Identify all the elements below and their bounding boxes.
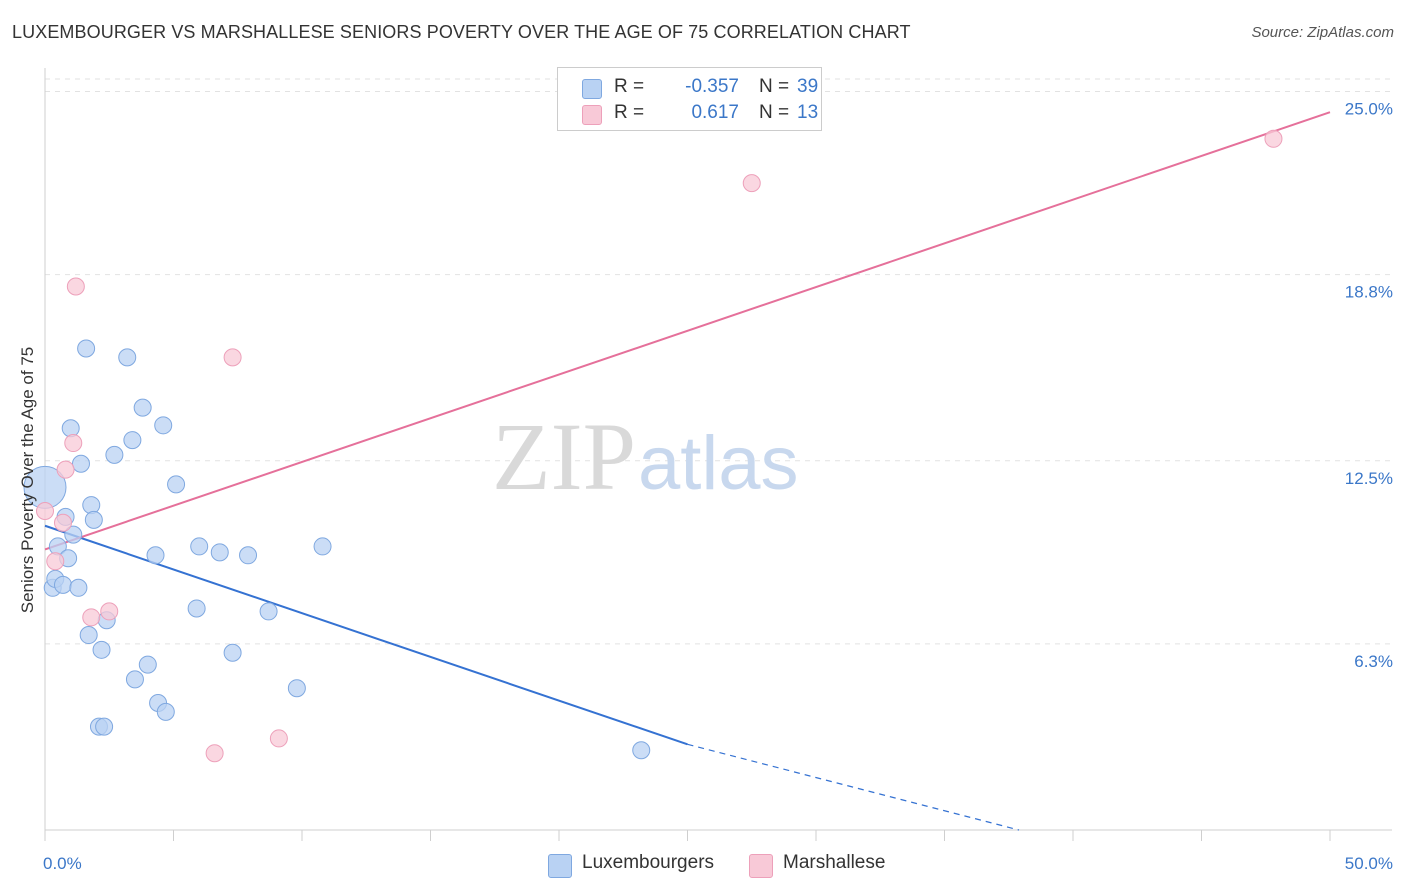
luxembourgers-point xyxy=(82,496,101,515)
r-value: -0.357 xyxy=(685,76,739,97)
marshallese-point xyxy=(56,460,75,479)
watermark-atlas: atlas xyxy=(638,421,799,506)
marshallese-point xyxy=(100,602,119,621)
legend-label: Luxembourgers xyxy=(582,852,715,873)
chart-title: LUXEMBOURGER VS MARSHALLESE SENIORS POVE… xyxy=(12,22,911,42)
r-value: 0.617 xyxy=(691,102,739,123)
luxembourgers-trend-line xyxy=(44,524,688,746)
luxembourgers-point xyxy=(156,702,175,721)
luxembourgers-point xyxy=(313,537,332,556)
luxembourgers-point xyxy=(146,546,165,565)
data-points xyxy=(23,129,1283,763)
marshallese-point xyxy=(205,744,224,763)
luxembourgers-point xyxy=(123,431,142,450)
legend-label: Marshallese xyxy=(783,852,886,873)
source-credit: Source: ZipAtlas.com xyxy=(1251,24,1394,41)
marshallese-point xyxy=(742,174,761,193)
y-tick-label: 12.5% xyxy=(1345,469,1393,488)
luxembourgers-point xyxy=(77,339,96,358)
luxembourgers-point xyxy=(223,643,242,662)
marshallese-point xyxy=(82,608,101,627)
luxembourgers-point xyxy=(167,475,186,494)
n-value: 13 xyxy=(797,102,819,123)
stats-legend: R = -0.357 N = 39 R = 0.617 N = 13 xyxy=(557,67,822,131)
luxembourgers-point xyxy=(138,655,157,674)
luxembourgers-point xyxy=(95,717,114,736)
r-label: R = xyxy=(614,76,645,97)
luxembourgers-point xyxy=(105,445,124,464)
y-tick-label: 6.3% xyxy=(1354,652,1393,671)
luxembourgers-point xyxy=(71,454,90,473)
zipatlas-watermark: ZIP atlas xyxy=(492,403,799,510)
n-label: N = xyxy=(759,102,790,123)
x-tick-label: 0.0% xyxy=(43,854,82,873)
luxembourgers-point xyxy=(92,640,111,659)
luxembourgers-trend-extension xyxy=(687,743,1020,831)
marshallese-point xyxy=(269,729,288,748)
marshallese-point xyxy=(223,348,242,367)
y-axis-label-wrap: Seniors Poverty Over the Age of 75 xyxy=(12,160,44,800)
luxembourgers-point xyxy=(190,537,209,556)
marshallese-point xyxy=(46,552,65,571)
luxembourgers-point xyxy=(154,416,173,435)
y-tick-label: 18.8% xyxy=(1345,283,1393,302)
x-tick-label: 50.0% xyxy=(1345,854,1393,873)
n-label: N = xyxy=(759,76,790,97)
marshallese-point xyxy=(66,277,85,296)
luxembourgers-point xyxy=(69,578,88,597)
luxembourgers-swatch xyxy=(548,854,572,878)
luxembourgers-point xyxy=(133,398,152,417)
y-tick-label: 25.0% xyxy=(1345,100,1393,119)
marshallese-trend-line xyxy=(44,111,1331,551)
luxembourgers-point xyxy=(61,419,80,438)
marshallese-swatch xyxy=(749,854,773,878)
luxembourgers-point xyxy=(79,626,98,645)
axes xyxy=(44,68,1392,841)
y-axis-label: Seniors Poverty Over the Age of 75 xyxy=(18,346,37,614)
r-label: R = xyxy=(614,102,645,123)
luxembourgers-point xyxy=(64,525,83,544)
marshallese-point xyxy=(1264,129,1283,148)
luxembourgers-point xyxy=(632,741,651,760)
luxembourgers-point xyxy=(187,599,206,618)
marshallese-point xyxy=(64,434,83,453)
watermark-zip: ZIP xyxy=(492,403,636,510)
luxembourgers-swatch xyxy=(582,79,602,99)
luxembourgers-point xyxy=(125,670,144,689)
tick-labels: 6.3% 12.5% 18.8% 25.0% 0.0% 50.0% xyxy=(43,100,1393,873)
luxembourgers-point xyxy=(84,510,103,529)
marshallese-swatch xyxy=(582,105,602,125)
luxembourgers-point xyxy=(118,348,137,367)
luxembourgers-point xyxy=(210,543,229,562)
marshallese-point xyxy=(53,513,72,532)
luxembourgers-point xyxy=(53,575,72,594)
luxembourgers-point xyxy=(259,602,278,621)
n-value: 39 xyxy=(797,76,819,97)
luxembourgers-point xyxy=(287,679,306,698)
luxembourgers-point xyxy=(239,546,258,565)
marshallese-point xyxy=(36,501,54,520)
